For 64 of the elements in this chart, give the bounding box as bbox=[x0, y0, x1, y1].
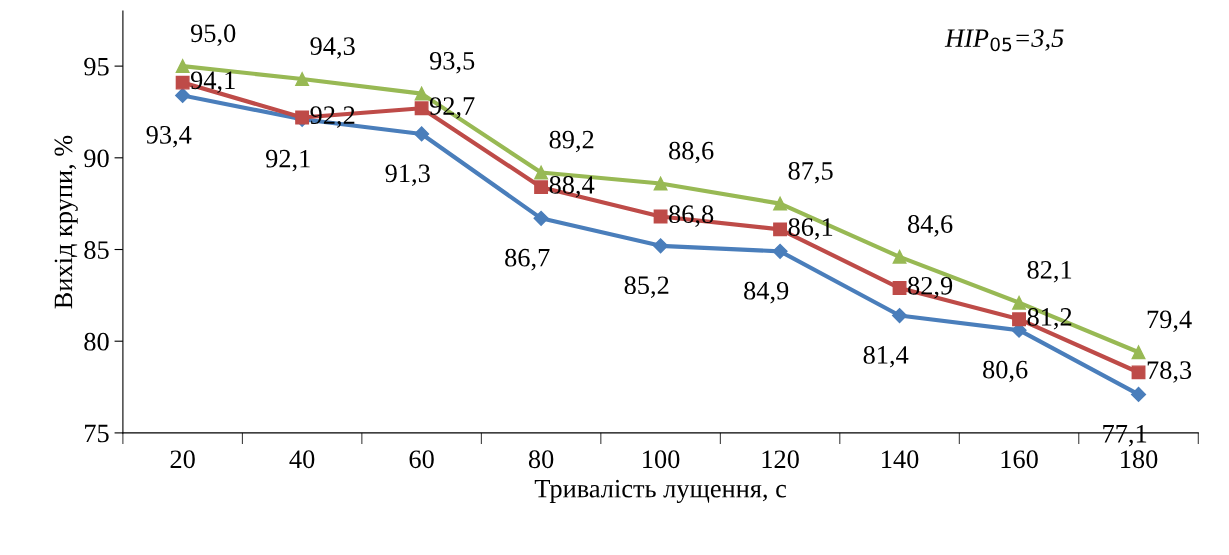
data-label: 88,4 bbox=[549, 175, 595, 198]
point bbox=[414, 86, 429, 101]
data-label: 80,6 bbox=[983, 360, 1028, 383]
point bbox=[892, 249, 907, 264]
data-label: 85,2 bbox=[624, 276, 669, 298]
point bbox=[772, 243, 788, 259]
point bbox=[1131, 345, 1146, 360]
point bbox=[534, 165, 549, 180]
x-tick-label: 40 bbox=[289, 450, 315, 469]
x-tick-label: 80 bbox=[528, 450, 554, 469]
point bbox=[653, 176, 668, 191]
y-tick-label: 85 bbox=[84, 241, 109, 259]
y-tick-label: 95 bbox=[84, 57, 109, 76]
x-axis-title: Тривалість лущення, с bbox=[534, 479, 787, 503]
data-label: 91,3 bbox=[385, 164, 430, 187]
data-label: 86,7 bbox=[505, 248, 550, 271]
point bbox=[1130, 386, 1147, 402]
data-label: 84,6 bbox=[908, 215, 953, 237]
data-label: 78,3 bbox=[1147, 361, 1192, 383]
data-label: 87,5 bbox=[788, 161, 833, 184]
y-tick-label: 90 bbox=[84, 149, 109, 168]
x-tick-label: 160 bbox=[1001, 450, 1038, 469]
data-label: 84,9 bbox=[744, 281, 789, 304]
y-axis-title: Вихід крупи, % bbox=[54, 135, 78, 309]
point bbox=[295, 72, 310, 86]
data-label: 82,1 bbox=[1027, 260, 1072, 283]
data-label: 92,1 bbox=[266, 149, 310, 172]
x-tick-label: 20 bbox=[170, 450, 195, 469]
annotation: HIP$_{05}$=3,5 bbox=[944, 29, 1064, 52]
y-tick-label: 80 bbox=[84, 332, 109, 351]
data-label: 86,1 bbox=[788, 218, 833, 240]
data-label: 92,2 bbox=[310, 106, 355, 128]
point bbox=[1012, 295, 1026, 310]
point bbox=[892, 281, 907, 295]
point bbox=[414, 101, 429, 116]
point bbox=[533, 210, 549, 226]
data-label: 81,4 bbox=[863, 345, 909, 368]
data-label: 88,6 bbox=[669, 141, 714, 164]
data-label: 93,4 bbox=[146, 126, 192, 148]
point bbox=[1012, 312, 1026, 327]
x-tick-label: 60 bbox=[409, 450, 434, 469]
x-tick-label: 120 bbox=[762, 450, 799, 469]
data-label: 94,1 bbox=[190, 71, 235, 94]
data-label: 93,5 bbox=[429, 51, 475, 74]
x-tick-label: 100 bbox=[643, 450, 680, 469]
point bbox=[891, 307, 908, 324]
x-tick-label: 140 bbox=[882, 450, 919, 469]
point bbox=[414, 126, 430, 142]
point bbox=[175, 87, 191, 104]
data-label: 82,9 bbox=[908, 276, 953, 299]
data-label: 89,2 bbox=[549, 130, 594, 153]
data-label: 94,3 bbox=[310, 37, 355, 59]
point bbox=[653, 209, 668, 224]
data-label: 95,0 bbox=[190, 24, 236, 46]
point bbox=[773, 196, 788, 211]
data-label: 79,4 bbox=[1147, 310, 1192, 333]
point bbox=[175, 75, 190, 90]
x-tick-label: 180 bbox=[1121, 450, 1158, 469]
point bbox=[773, 222, 788, 237]
point bbox=[534, 180, 549, 195]
point bbox=[653, 238, 669, 254]
point bbox=[175, 59, 190, 74]
y-tick-label: 75 bbox=[85, 424, 109, 443]
point bbox=[1131, 365, 1146, 380]
